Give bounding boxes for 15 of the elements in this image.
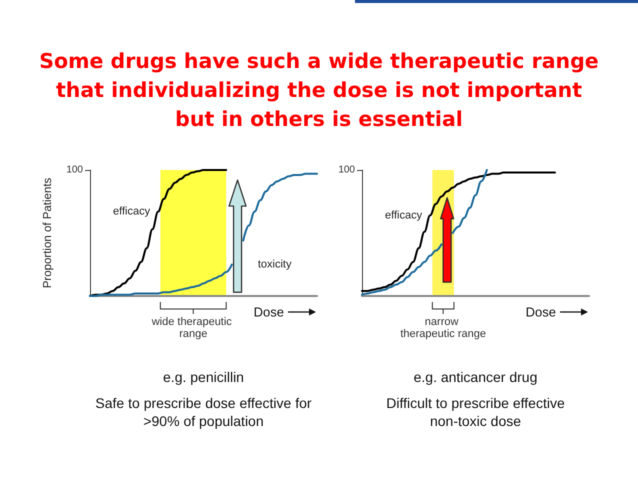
series-label: efficacy (385, 209, 423, 222)
text: e.g. penicillin (163, 369, 244, 385)
x-axis-title: Dose (254, 304, 284, 320)
x-axis-title: Dose (526, 304, 556, 320)
text: Difficult to prescribe effective non-toxic dose (386, 395, 565, 429)
chart-title: Some drugs have such a wide therapeutic range that individualizing the dose is not important but in others is essential (38, 48, 600, 133)
series-label: efficacy (113, 206, 151, 218)
text: toxicity (258, 258, 292, 270)
text: wide therapeutic range (150, 316, 235, 340)
text: e.g. anticancer drug (414, 369, 538, 385)
text: 100 (338, 164, 356, 176)
text: Safe to prescribe dose effective for >90% of population (95, 395, 312, 429)
text: narrow therapeutic range (400, 316, 486, 340)
y-axis-title: Proportion of Patients (42, 177, 54, 288)
text: 100 (66, 164, 84, 176)
